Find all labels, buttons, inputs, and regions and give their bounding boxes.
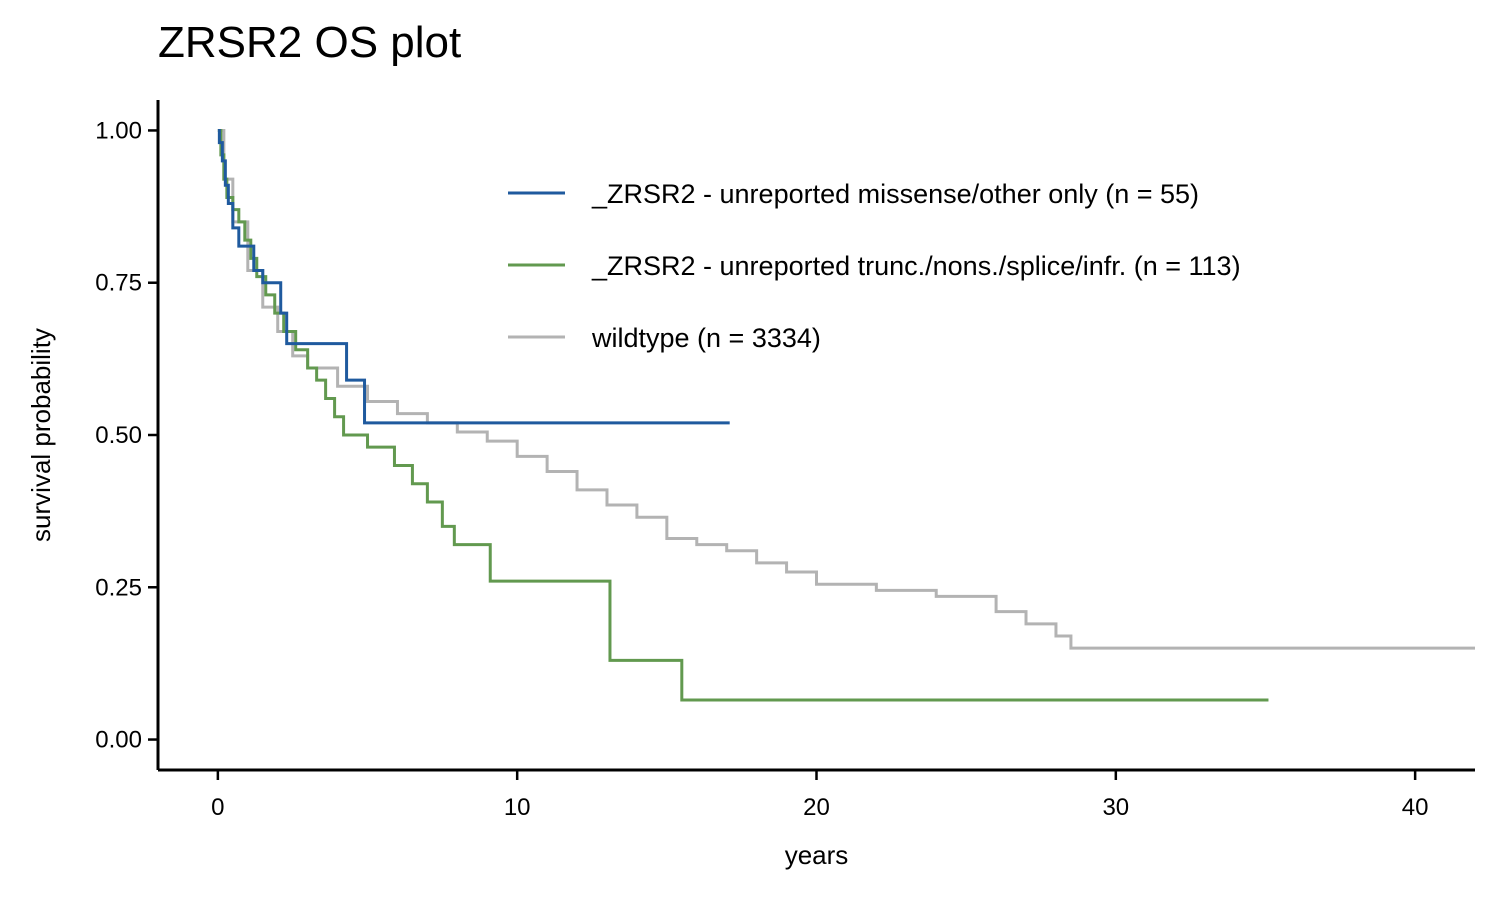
x-axis-label: years	[785, 840, 849, 870]
y-tick-label: 1.00	[95, 117, 142, 144]
y-tick-label: 0.50	[95, 422, 142, 449]
y-tick-label: 0.25	[95, 574, 142, 601]
series-line-0	[217, 128, 730, 425]
series-line-1	[217, 128, 1269, 702]
x-tick-label: 40	[1402, 794, 1429, 821]
series-line-2	[217, 128, 1475, 650]
x-tick-label: 0	[211, 794, 224, 821]
y-tick-label: 0.00	[95, 727, 142, 754]
legend-label-0: _ZRSR2 - unreported missense/other only …	[591, 179, 1199, 209]
x-tick-label: 30	[1102, 794, 1129, 821]
x-tick-label: 10	[504, 794, 531, 821]
x-tick-label: 20	[803, 794, 830, 821]
legend-label-1: _ZRSR2 - unreported trunc./nons./splice/…	[591, 251, 1241, 281]
y-axis-label: survival probability	[26, 328, 56, 542]
y-tick-label: 0.75	[95, 270, 142, 297]
axes: 0.00 0.25 0.50 0.75 1.00 0 10 20 30 40 years surviv…	[26, 100, 1475, 870]
chart-title: ZRSR2 OS plot	[158, 18, 462, 67]
legend-label-2: wildtype (n = 3334)	[591, 323, 821, 353]
legend: _ZRSR2 - unreported missense/other only …	[508, 179, 1241, 353]
series-lines	[217, 128, 1475, 702]
